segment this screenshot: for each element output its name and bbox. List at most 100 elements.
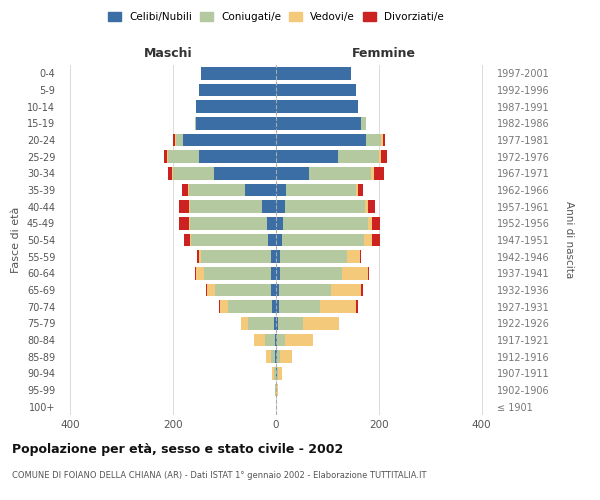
Bar [184, 134, 276, 146]
Bar [182, 184, 188, 196]
Text: Popolazione per età, sesso e stato civile - 2002: Popolazione per età, sesso e stato civil… [12, 442, 343, 456]
Bar [272, 367, 274, 380]
Bar [276, 317, 278, 330]
Bar [383, 134, 385, 146]
Bar [368, 217, 372, 230]
Bar [286, 184, 356, 196]
Bar [197, 250, 199, 263]
Bar [372, 234, 380, 246]
Bar [365, 200, 368, 213]
Bar [265, 334, 275, 346]
Bar [358, 184, 364, 196]
Bar [374, 167, 384, 179]
Bar [228, 300, 272, 313]
Bar [199, 84, 276, 96]
Bar [215, 284, 271, 296]
Bar [262, 200, 276, 213]
Bar [184, 234, 190, 246]
Bar [245, 184, 276, 196]
Bar [202, 67, 276, 80]
Bar [368, 200, 375, 213]
Bar [278, 300, 320, 313]
Y-axis label: Anni di nascita: Anni di nascita [563, 202, 574, 278]
Bar [190, 200, 262, 213]
Bar [276, 150, 338, 163]
Bar [382, 150, 386, 163]
Bar [338, 150, 379, 163]
Bar [220, 300, 228, 313]
Bar [274, 367, 276, 380]
Bar [196, 100, 276, 113]
Bar [275, 334, 276, 346]
Bar [366, 134, 382, 146]
Bar [320, 300, 356, 313]
Bar [271, 284, 276, 296]
Text: COMUNE DI FOIANO DELLA CHIANA (AR) - Dati ISTAT 1° gennaio 2002 - Elaborazione T: COMUNE DI FOIANO DELLA CHIANA (AR) - Dat… [12, 471, 427, 480]
Bar [188, 200, 190, 213]
Text: Maschi: Maschi [143, 47, 193, 60]
Bar [202, 250, 271, 263]
Bar [276, 84, 356, 96]
Bar [191, 234, 268, 246]
Bar [276, 384, 278, 396]
Bar [371, 167, 374, 179]
Bar [214, 167, 276, 179]
Bar [310, 167, 371, 179]
Bar [280, 267, 342, 280]
Bar [248, 317, 274, 330]
Bar [274, 317, 276, 330]
Bar [276, 200, 285, 213]
Bar [361, 284, 363, 296]
Bar [207, 284, 215, 296]
Bar [199, 150, 276, 163]
Bar [276, 284, 279, 296]
Bar [276, 334, 277, 346]
Bar [277, 367, 278, 380]
Bar [271, 350, 275, 363]
Bar [382, 134, 383, 146]
Bar [372, 217, 380, 230]
Bar [368, 267, 369, 280]
Bar [276, 300, 278, 313]
Bar [276, 184, 286, 196]
Bar [204, 267, 271, 280]
Bar [276, 100, 358, 113]
Bar [176, 134, 184, 146]
Bar [271, 250, 276, 263]
Bar [283, 217, 368, 230]
Bar [199, 250, 202, 263]
Bar [179, 200, 188, 213]
Bar [331, 284, 361, 296]
Bar [188, 184, 245, 196]
Bar [356, 300, 358, 313]
Bar [190, 217, 267, 230]
Bar [361, 117, 366, 130]
Bar [347, 250, 360, 263]
Bar [276, 217, 283, 230]
Bar [276, 234, 282, 246]
Bar [276, 167, 310, 179]
Legend: Celibi/Nubili, Coniugati/e, Vedovi/e, Divorziati/e: Celibi/Nubili, Coniugati/e, Vedovi/e, Di… [106, 10, 446, 24]
Bar [206, 284, 207, 296]
Bar [196, 117, 276, 130]
Bar [360, 250, 361, 263]
Bar [276, 117, 361, 130]
Text: Femmine: Femmine [352, 47, 416, 60]
Bar [285, 200, 365, 213]
Bar [268, 234, 276, 246]
Bar [277, 334, 285, 346]
Bar [280, 350, 292, 363]
Bar [277, 350, 280, 363]
Bar [267, 217, 276, 230]
Bar [179, 217, 188, 230]
Bar [303, 317, 339, 330]
Bar [266, 350, 271, 363]
Y-axis label: Fasce di età: Fasce di età [11, 207, 21, 273]
Bar [188, 217, 190, 230]
Bar [279, 284, 331, 296]
Bar [168, 150, 199, 163]
Bar [254, 334, 265, 346]
Bar [164, 150, 167, 163]
Bar [175, 134, 176, 146]
Bar [196, 267, 204, 280]
